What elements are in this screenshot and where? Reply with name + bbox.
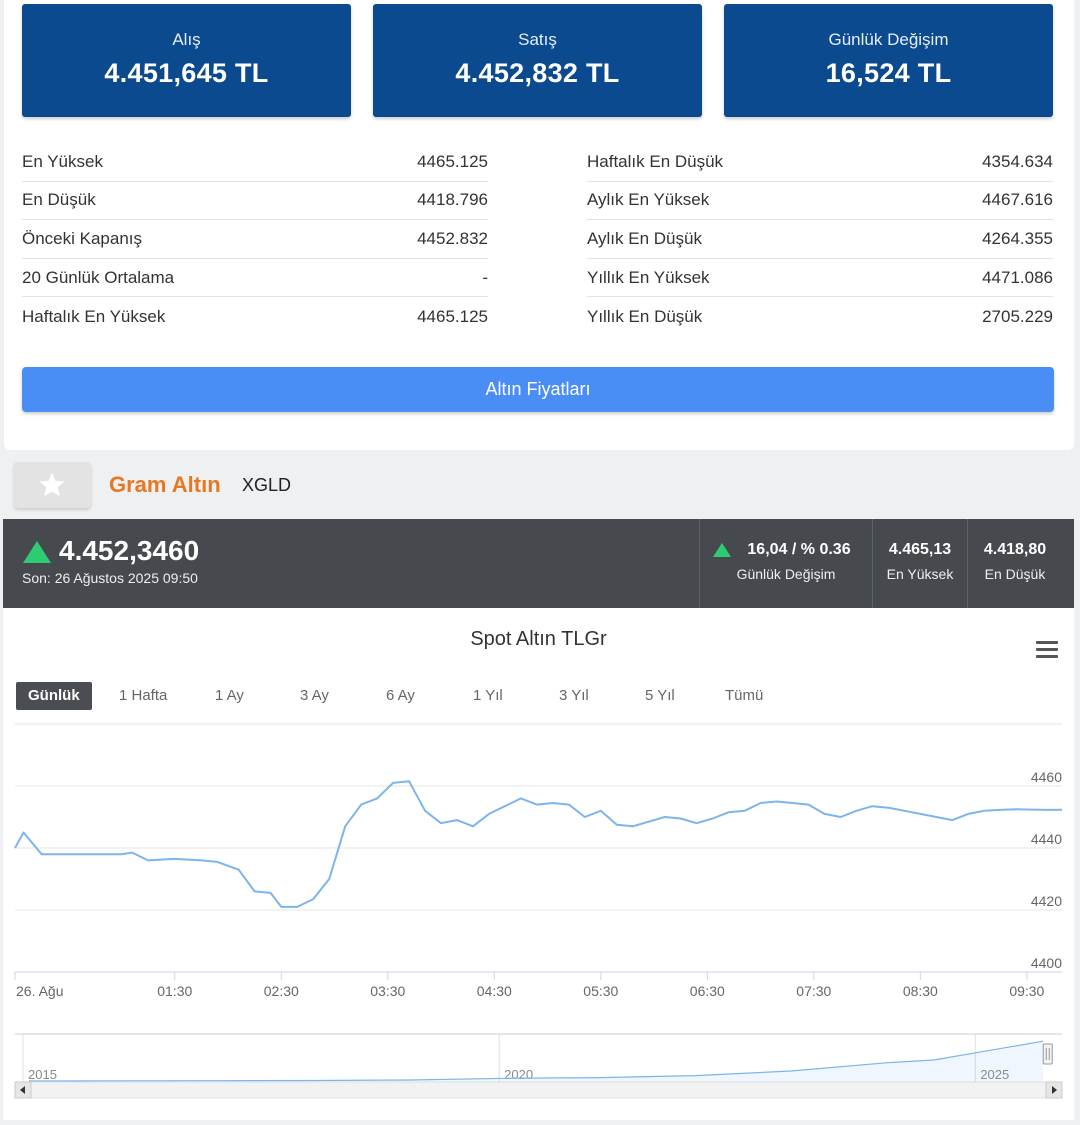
- quote-bar: 4.452,3460 Son: 26 Ağustos 2025 09:50 16…: [3, 519, 1074, 608]
- navigator-handle: [1042, 1043, 1053, 1065]
- range-tab-3-months[interactable]: 3 Ay: [300, 687, 329, 704]
- navigator-area: [29, 1041, 1044, 1082]
- y-tick-label: 4420: [1031, 893, 1062, 909]
- favorite-button[interactable]: [14, 462, 91, 508]
- stat-value: 2705.229: [982, 306, 1053, 326]
- day-high-value: 4.465,13: [888, 541, 952, 558]
- stat-label: Yıllık En Düşük: [587, 306, 703, 326]
- last-update-time: Son: 26 Ağustos 2025 09:50: [22, 570, 198, 586]
- x-tick-label: 01:30: [157, 983, 192, 999]
- stat-label: En Yüksek: [22, 151, 103, 171]
- x-tick-label: 03:30: [370, 983, 405, 999]
- stat-row: Önceki Kapanış 4452.832: [22, 220, 488, 259]
- y-tick-label: 4400: [1031, 955, 1062, 971]
- bid-label: Alış: [172, 30, 201, 49]
- stat-label: Haftalık En Düşük: [587, 151, 724, 171]
- x-tick-label: 08:30: [903, 983, 938, 999]
- x-tick-label: 05:30: [583, 983, 618, 999]
- range-tab-1-year[interactable]: 1 Yıl: [473, 687, 503, 704]
- range-tab-3-years[interactable]: 3 Yıl: [559, 687, 589, 704]
- range-tab-daily[interactable]: Günlük: [16, 682, 92, 710]
- bid-price-box: Alış 4.451,645 TL: [22, 4, 351, 117]
- summary-card: Alış 4.451,645 TL Satış 4.452,832 TL Gün…: [4, 0, 1074, 450]
- daily-change-cell: 16,04 / % 0.36 Günlük Değişim: [699, 519, 872, 608]
- range-tab-1-month[interactable]: 1 Ay: [215, 687, 244, 704]
- range-tab-5-years[interactable]: 5 Yıl: [645, 687, 675, 704]
- x-tick-label: 04:30: [477, 983, 512, 999]
- navigator-year-label: 2025: [980, 1067, 1009, 1082]
- stat-row: Haftalık En Yüksek 4465.125: [22, 297, 488, 336]
- price-series-line: [14, 780, 1063, 908]
- daily-change-label: Günlük Değişim: [736, 566, 836, 582]
- x-tick-label: 02:30: [264, 983, 299, 999]
- stat-label: 20 Günlük Ortalama: [22, 267, 175, 287]
- navigator-year-label: 2015: [28, 1067, 57, 1082]
- range-tab-6-months[interactable]: 6 Ay: [386, 687, 415, 704]
- stat-row: En Düşük 4418.796: [22, 182, 488, 221]
- low-cell: 4.418,80 En Düşük: [967, 519, 1062, 608]
- chart-navigator[interactable]: 201520202025: [3, 1028, 1074, 1103]
- stat-row: 20 Günlük Ortalama -: [22, 259, 488, 298]
- stat-label: En Düşük: [22, 190, 96, 210]
- stat-value: 4467.616: [982, 190, 1053, 210]
- range-tab-all[interactable]: Tümü: [725, 687, 764, 704]
- stat-value: 4354.634: [982, 151, 1053, 171]
- stat-label: Haftalık En Yüksek: [22, 306, 166, 326]
- x-tick-label: 07:30: [796, 983, 831, 999]
- stat-row: Yıllık En Düşük 2705.229: [587, 297, 1053, 336]
- up-arrow-icon: [713, 543, 731, 557]
- bid-value: 4.451,645 TL: [104, 58, 269, 88]
- stat-value: 4465.125: [417, 151, 488, 171]
- stat-label: Önceki Kapanış: [22, 228, 143, 248]
- daily-change-box: Günlük Değişim 16,524 TL: [724, 4, 1053, 117]
- chart-title: Spot Altın TLGr: [470, 628, 607, 650]
- stats-left: En Yüksek 4465.125 En Düşük 4418.796 Öncek…: [22, 143, 488, 336]
- stat-row: Yıllık En Yüksek 4471.086: [587, 259, 1053, 298]
- up-arrow-icon: [23, 541, 51, 563]
- stat-row: En Yüksek 4465.125: [22, 143, 488, 182]
- range-tab-1-week[interactable]: 1 Hafta: [119, 687, 168, 704]
- stat-label: Aylık En Yüksek: [587, 190, 710, 210]
- x-tick-label: 06:30: [690, 983, 725, 999]
- last-price: 4.452,3460: [59, 535, 200, 566]
- stat-value: -: [482, 267, 488, 287]
- x-tick-label: 09:30: [1009, 983, 1044, 999]
- daily-change-value: 16,524 TL: [825, 58, 952, 88]
- navigator-scrollbar-track: [14, 1081, 1063, 1099]
- day-low-value: 4.418,80: [983, 541, 1047, 558]
- stat-value: 4418.796: [417, 190, 488, 210]
- high-cell: 4.465,13 En Yüksek: [872, 519, 967, 608]
- day-low-label: En Düşük: [984, 566, 1046, 582]
- stat-value: 4471.086: [982, 267, 1053, 287]
- y-tick-label: 4440: [1031, 831, 1062, 847]
- chart-menu-icon[interactable]: [1036, 641, 1058, 659]
- chart-card: Spot Altın TLGr Günlük 1 Hafta 1 Ay 3 Ay…: [3, 608, 1074, 1120]
- y-tick-label: 4460: [1031, 769, 1062, 785]
- stat-row: Aylık En Yüksek 4467.616: [587, 182, 1053, 221]
- instrument-name: Gram Altın: [109, 472, 221, 497]
- daily-change-value: 16,04 / % 0.36: [747, 541, 851, 558]
- stat-value: 4264.355: [982, 228, 1053, 248]
- stat-value: 4465.125: [417, 306, 488, 326]
- stat-label: Aylık En Düşük: [587, 228, 702, 248]
- stat-label: Yıllık En Yüksek: [587, 267, 710, 287]
- stats-right: Haftalık En Düşük 4354.634 Aylık En Yükse…: [587, 143, 1053, 336]
- navigator-series-line: [28, 1040, 1044, 1082]
- daily-change-label: Günlük Değişim: [828, 30, 949, 49]
- x-tick-label: 26. Ağu: [16, 983, 64, 999]
- ask-label: Satış: [518, 30, 557, 49]
- star-icon: [39, 472, 65, 497]
- ask-value: 4.452,832 TL: [455, 58, 620, 88]
- instrument-code: XGLD: [242, 475, 292, 495]
- stat-value: 4452.832: [417, 228, 488, 248]
- scroll-right-arrow-icon: [1052, 1086, 1057, 1094]
- gold-prices-button[interactable]: Altın Fiyatları: [22, 367, 1054, 412]
- scroll-left-arrow-icon: [20, 1086, 25, 1094]
- day-high-label: En Yüksek: [886, 566, 954, 582]
- stat-row: Aylık En Düşük 4264.355: [587, 220, 1053, 259]
- ask-price-box: Satış 4.452,832 TL: [373, 4, 702, 117]
- price-line-chart[interactable]: 4400 4420 4440 4460 26. Ağu 01:30 02:30 03:30 04…: [3, 718, 1074, 1008]
- stat-row: Haftalık En Düşük 4354.634: [587, 143, 1053, 182]
